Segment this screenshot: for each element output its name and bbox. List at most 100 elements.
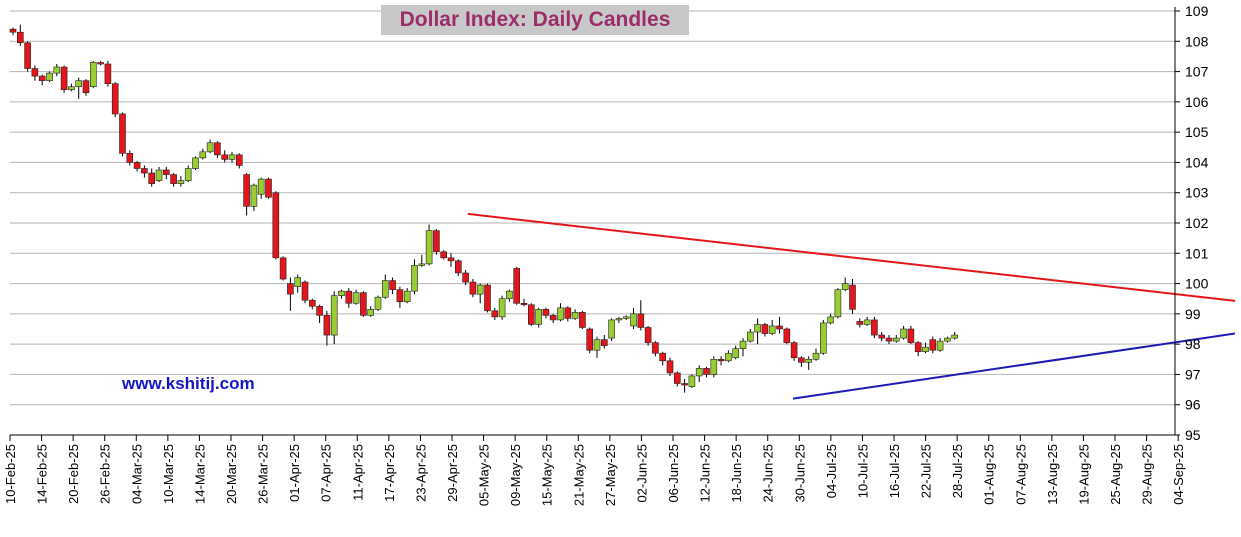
watermark-text: www.kshitij.com (122, 374, 255, 393)
candle-down (549, 315, 557, 321)
x-tick-label: 16-Jul-25 (887, 444, 902, 498)
candle-up (819, 322, 827, 354)
x-tick-label: 22-Jul-25 (919, 444, 934, 498)
candle-up (841, 283, 849, 290)
y-tick-label: 102 (1185, 215, 1209, 231)
x-tick-label: 13-Aug-25 (1045, 444, 1060, 505)
candle-down (126, 153, 134, 163)
x-tick-label: 04-Sep-25 (1171, 444, 1186, 505)
candle-down (871, 319, 878, 336)
candle-down (914, 342, 922, 353)
candle-down (97, 62, 104, 65)
y-tick-label: 108 (1185, 33, 1209, 49)
candle-up (571, 312, 579, 319)
candle-down (703, 368, 710, 375)
x-axis-ticks (9, 435, 1179, 441)
candle-up (53, 66, 61, 74)
candle-down (345, 290, 353, 304)
candle-down (586, 328, 594, 351)
x-tick-label: 11-Apr-25 (350, 444, 365, 501)
candle-up (177, 180, 185, 184)
candle-up (155, 169, 163, 181)
candle-up (75, 80, 82, 88)
x-tick-label: 05-May-25 (477, 444, 492, 506)
x-tick-label: 10-Feb-25 (3, 444, 18, 504)
candle-down (454, 260, 462, 274)
y-tick-label: 98 (1185, 336, 1201, 352)
x-tick-label: 15-May-25 (540, 444, 555, 506)
candle-up (593, 339, 601, 351)
candle-up (739, 340, 747, 349)
candle-down (564, 307, 572, 319)
x-tick-label: 27-May-25 (603, 444, 618, 506)
candle-up (418, 263, 426, 266)
candle-up (476, 284, 484, 295)
candle-up (695, 368, 703, 377)
y-tick-label: 95 (1185, 427, 1201, 443)
candle-down (214, 142, 221, 156)
candle-down (236, 154, 243, 166)
candle-up (768, 325, 776, 334)
x-tick-label: 23-Apr-25 (413, 444, 428, 502)
candle-down (141, 168, 148, 174)
candle-up (688, 375, 696, 387)
candle-up (367, 309, 375, 316)
candle-down (265, 178, 272, 198)
candle-down (360, 292, 367, 316)
candle-down (790, 342, 798, 359)
candle-down (308, 299, 316, 307)
x-tick-label: 04-Mar-25 (129, 444, 144, 504)
candle-down (221, 154, 228, 160)
x-tick-label: 29-Aug-25 (1140, 444, 1155, 505)
x-tick-label: 24-Jun-25 (761, 444, 776, 503)
candle-up (294, 277, 302, 287)
candle-up (615, 318, 623, 321)
candle-up (900, 328, 907, 339)
candle-down (907, 328, 915, 343)
gridlines (10, 10, 1175, 436)
candle-up (352, 292, 360, 304)
x-tick-label: 30-Jun-25 (792, 444, 807, 503)
candle-down (16, 31, 24, 44)
candle-down (579, 312, 586, 328)
support-trendline (792, 332, 1236, 400)
y-tick-label: 104 (1185, 154, 1209, 170)
candle-up (557, 307, 564, 321)
candle-down (717, 358, 725, 362)
candle-up (951, 334, 959, 339)
candle-up (506, 290, 513, 300)
candle-up (732, 348, 740, 359)
candle-down (279, 257, 287, 280)
candle-up (863, 319, 871, 325)
candle-down (637, 313, 645, 328)
candle-up (535, 309, 542, 325)
candle-down (644, 327, 652, 343)
candle-down (82, 80, 90, 94)
y-tick-label: 107 (1185, 64, 1209, 80)
candle-up (812, 352, 820, 360)
candle-up (338, 290, 345, 296)
candle-down (849, 284, 856, 310)
candle-down (447, 257, 455, 262)
x-tick-label: 17-Apr-25 (382, 444, 397, 502)
candle-up (68, 86, 75, 91)
x-tick-label: 06-Jun-25 (666, 444, 681, 503)
x-tick-label: 18-Jun-25 (729, 444, 744, 503)
x-tick-label: 12-Jun-25 (698, 444, 713, 503)
candle-up (192, 157, 199, 169)
candle-up (206, 142, 214, 153)
candle-up (892, 337, 900, 342)
x-tick-label: 10-Jul-25 (855, 444, 870, 498)
x-tick-label: 25-Aug-25 (1108, 444, 1123, 505)
trendlines (467, 212, 1236, 400)
candle-down (60, 66, 68, 91)
candle-up (936, 340, 944, 351)
y-tick-label: 103 (1185, 185, 1209, 201)
candle-up (922, 346, 929, 353)
x-tick-label: 21-May-25 (571, 444, 586, 506)
x-tick-label: 02-Jun-25 (634, 444, 649, 503)
candle-up (374, 296, 382, 310)
x-tick-label: 20-Feb-25 (66, 444, 81, 504)
candle-down (323, 315, 331, 336)
